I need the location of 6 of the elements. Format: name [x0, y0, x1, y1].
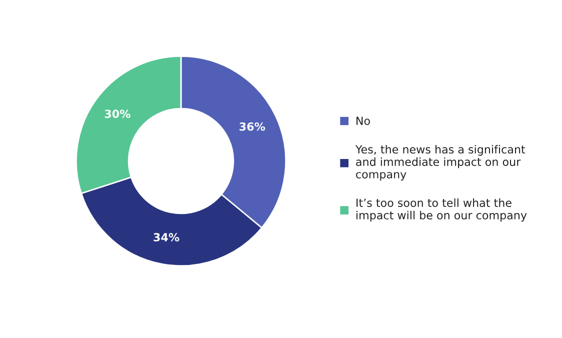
legend-label: No [356, 116, 370, 126]
legend-label: It’s too soon to tell what the impact will be on our company [356, 198, 527, 222]
data-label: 30% [104, 110, 130, 118]
data-label: 34% [154, 233, 180, 242]
legend-label: Yes, the news has a significant and immediate impact on our company [355, 144, 526, 181]
data-label: 36% [240, 122, 266, 131]
